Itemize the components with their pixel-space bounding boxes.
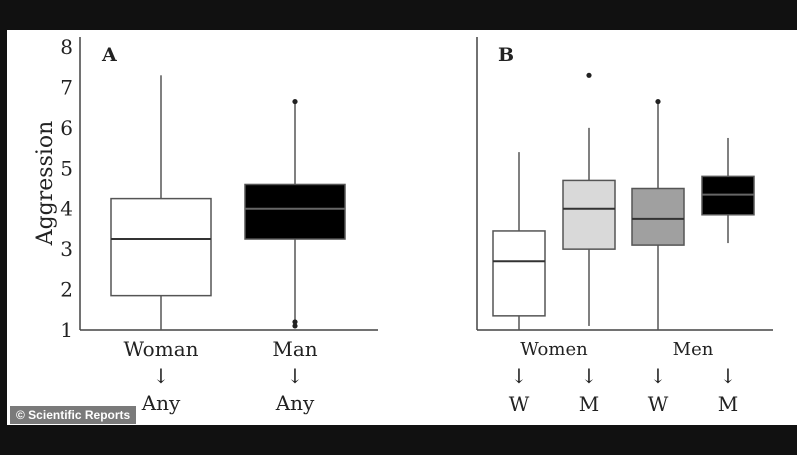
panel-b-label: B	[498, 44, 514, 66]
group-label: Men	[673, 339, 714, 360]
panel-b: B ↓ W ↓ M ↓ W ↓ M Women Men	[476, 37, 773, 416]
panel-a-boxes	[110, 75, 346, 330]
iqr-box	[701, 175, 755, 216]
target-label: Any	[275, 391, 315, 415]
target-label: W	[648, 392, 669, 416]
credit-badge: © Scientific Reports	[10, 406, 137, 424]
y-tick-label: 6	[60, 116, 73, 140]
target-label: W	[509, 392, 530, 416]
y-tick-label: 2	[60, 278, 73, 302]
y-tick-label: 3	[60, 237, 73, 261]
panel-a: A Aggression 1 2 3 4 5 6 7 8 Woman ↓ Any Man ↓ Any	[33, 35, 378, 415]
outlier-point	[655, 98, 661, 105]
x-category-label: Man	[272, 337, 317, 361]
iqr-box	[562, 179, 616, 250]
arrow-icon: ↓	[287, 364, 304, 388]
outlier-point	[292, 323, 298, 329]
arrow-icon: ↓	[511, 364, 528, 388]
iqr-box	[631, 187, 685, 246]
outlier-point	[292, 98, 298, 105]
box-b2	[631, 98, 685, 330]
y-axis-ticks: 1 2 3 4 5 6 7 8	[60, 35, 73, 342]
panel-a-x-labels: Woman ↓ Any Man ↓ Any	[123, 337, 317, 415]
arrow-icon: ↓	[581, 364, 598, 388]
outlier-point	[586, 72, 592, 78]
arrow-icon: ↓	[153, 364, 170, 388]
y-tick-label: 7	[60, 75, 73, 99]
box-a0	[110, 75, 212, 330]
panel-a-label: A	[101, 44, 117, 66]
y-axis-label: Aggression	[33, 121, 58, 247]
panel-b-x-labels: ↓ W ↓ M ↓ W ↓ M Women Men	[509, 339, 739, 416]
arrow-icon: ↓	[720, 364, 737, 388]
target-label: M	[579, 392, 599, 416]
panel-b-boxes	[492, 72, 755, 330]
group-label: Women	[520, 339, 588, 360]
y-tick-label: 4	[60, 197, 73, 221]
target-label: Any	[141, 391, 181, 415]
box-a1	[244, 98, 346, 329]
iqr-box	[244, 183, 346, 240]
y-tick-label: 8	[60, 35, 73, 59]
target-label: M	[718, 392, 738, 416]
y-tick-label: 1	[60, 318, 73, 342]
outlier-point	[292, 319, 298, 325]
x-category-label: Woman	[123, 337, 198, 361]
box-b1	[562, 72, 616, 326]
iqr-box	[492, 230, 546, 317]
y-tick-label: 5	[60, 156, 73, 180]
box-b0	[492, 152, 546, 330]
iqr-box	[110, 197, 212, 297]
arrow-icon: ↓	[650, 364, 667, 388]
box-b3	[701, 137, 755, 244]
